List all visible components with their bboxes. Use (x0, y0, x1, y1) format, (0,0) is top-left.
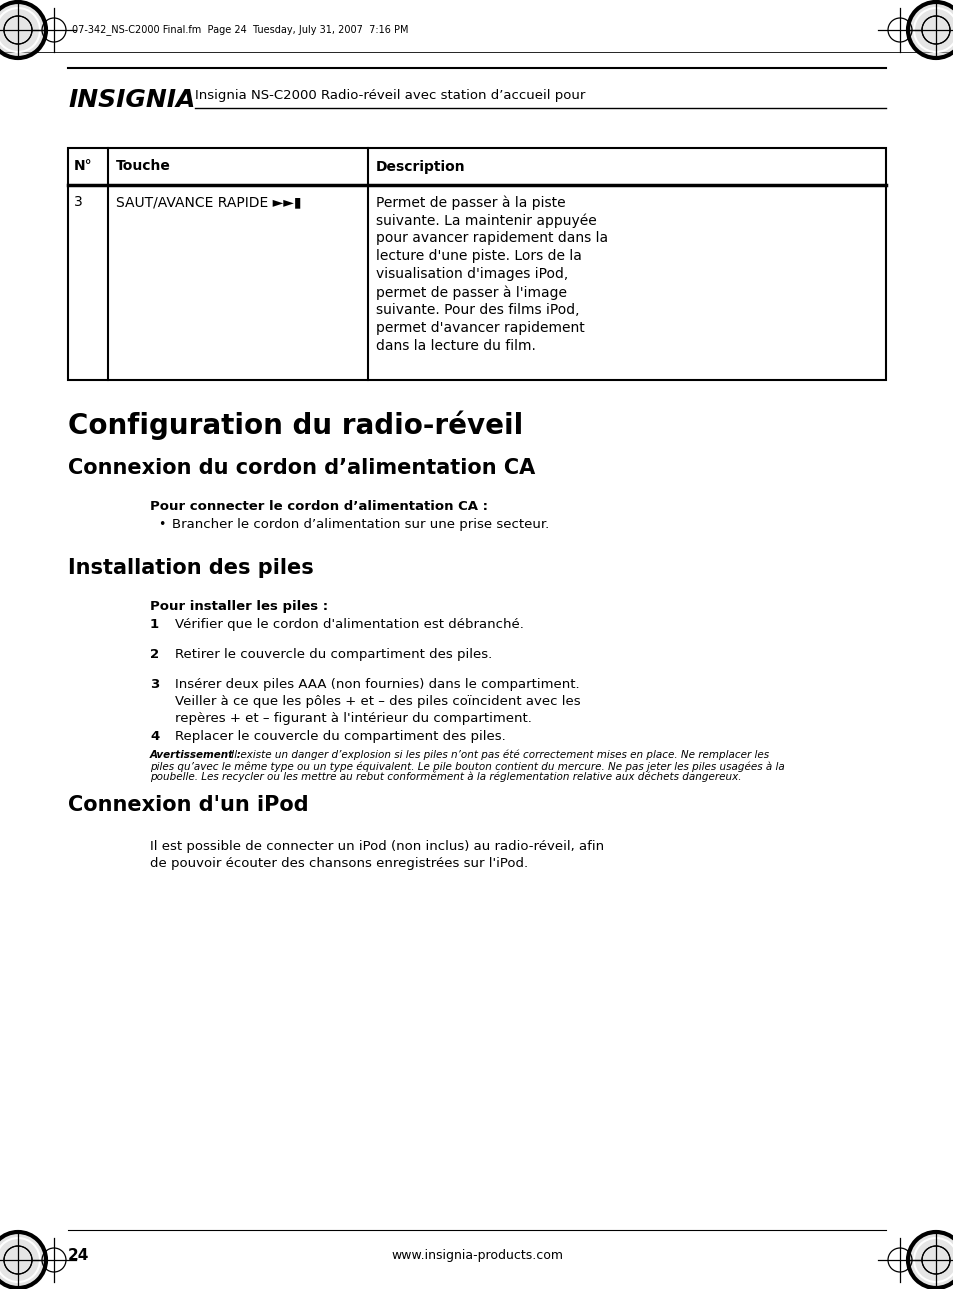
Text: Veiller à ce que les pôles + et – des piles coïncident avec les: Veiller à ce que les pôles + et – des pi… (174, 695, 580, 708)
Text: Insérer deux piles AAA (non fournies) dans le compartiment.: Insérer deux piles AAA (non fournies) da… (174, 678, 579, 691)
Text: suivante. Pour des films iPod,: suivante. Pour des films iPod, (375, 303, 578, 317)
Text: Il est possible de connecter un iPod (non inclus) au radio-réveil, afin: Il est possible de connecter un iPod (no… (150, 840, 603, 853)
Text: Replacer le couvercle du compartiment des piles.: Replacer le couvercle du compartiment de… (174, 730, 505, 742)
Text: 3: 3 (150, 678, 159, 691)
Text: www.insignia-products.com: www.insignia-products.com (391, 1249, 562, 1262)
Text: de pouvoir écouter des chansons enregistrées sur l'iPod.: de pouvoir écouter des chansons enregist… (150, 857, 528, 870)
Text: •: • (158, 518, 165, 531)
Text: 07-342_NS-C2000 Final.fm  Page 24  Tuesday, July 31, 2007  7:16 PM: 07-342_NS-C2000 Final.fm Page 24 Tuesday… (71, 24, 408, 36)
Circle shape (907, 3, 953, 58)
Text: Pour installer les piles :: Pour installer les piles : (150, 599, 328, 614)
Bar (68, 148, 885, 380)
Text: 1: 1 (150, 617, 159, 632)
Text: Il existe un danger d’explosion si les piles n’ont pas été correctement mises en: Il existe un danger d’explosion si les p… (228, 750, 768, 761)
Circle shape (0, 3, 46, 58)
Text: Pour connecter le cordon d’alimentation CA :: Pour connecter le cordon d’alimentation … (150, 500, 488, 513)
Text: permet de passer à l'image: permet de passer à l'image (375, 285, 566, 299)
Text: piles qu’avec le même type ou un type équivalent. Le pile bouton contient du mer: piles qu’avec le même type ou un type éq… (150, 761, 784, 772)
Text: poubelle. Les recycler ou les mettre au rebut conformément à la réglementation r: poubelle. Les recycler ou les mettre au … (150, 772, 740, 782)
Text: 3: 3 (74, 195, 83, 209)
Text: Description: Description (375, 160, 465, 174)
Text: Retirer le couvercle du compartiment des piles.: Retirer le couvercle du compartiment des… (174, 648, 492, 661)
Bar (68, 148, 885, 380)
Text: Installation des piles: Installation des piles (68, 558, 314, 577)
Text: suivante. La maintenir appuyée: suivante. La maintenir appuyée (375, 213, 597, 227)
Text: repères + et – figurant à l'intérieur du compartiment.: repères + et – figurant à l'intérieur du… (174, 712, 532, 724)
Text: Touche: Touche (116, 160, 171, 174)
Text: lecture d'une piste. Lors de la: lecture d'une piste. Lors de la (375, 249, 581, 263)
Text: Permet de passer à la piste: Permet de passer à la piste (375, 195, 565, 210)
Text: pour avancer rapidement dans la: pour avancer rapidement dans la (375, 231, 607, 245)
Text: Insignia NS-C2000 Radio-réveil avec station d’accueil pour: Insignia NS-C2000 Radio-réveil avec stat… (194, 89, 585, 102)
Text: Connexion du cordon d’alimentation CA: Connexion du cordon d’alimentation CA (68, 458, 535, 478)
Text: 2: 2 (150, 648, 159, 661)
Text: Avertissement :: Avertissement : (150, 750, 242, 761)
Text: Vérifier que le cordon d'alimentation est débranché.: Vérifier que le cordon d'alimentation es… (174, 617, 523, 632)
Text: dans la lecture du film.: dans la lecture du film. (375, 339, 536, 353)
Text: visualisation d'images iPod,: visualisation d'images iPod, (375, 267, 568, 281)
Text: Configuration du radio-réveil: Configuration du radio-réveil (68, 410, 522, 440)
Text: INSIGNIA: INSIGNIA (68, 88, 195, 112)
Circle shape (907, 1232, 953, 1288)
Text: 4: 4 (150, 730, 159, 742)
Text: Connexion d'un iPod: Connexion d'un iPod (68, 795, 309, 815)
Text: Brancher le cordon d’alimentation sur une prise secteur.: Brancher le cordon d’alimentation sur un… (172, 518, 549, 531)
Circle shape (0, 1232, 46, 1288)
Text: N°: N° (74, 160, 92, 174)
Text: SAUT/AVANCE RAPIDE ►►▮: SAUT/AVANCE RAPIDE ►►▮ (116, 195, 301, 209)
Text: permet d'avancer rapidement: permet d'avancer rapidement (375, 321, 584, 335)
Text: 24: 24 (68, 1248, 90, 1262)
